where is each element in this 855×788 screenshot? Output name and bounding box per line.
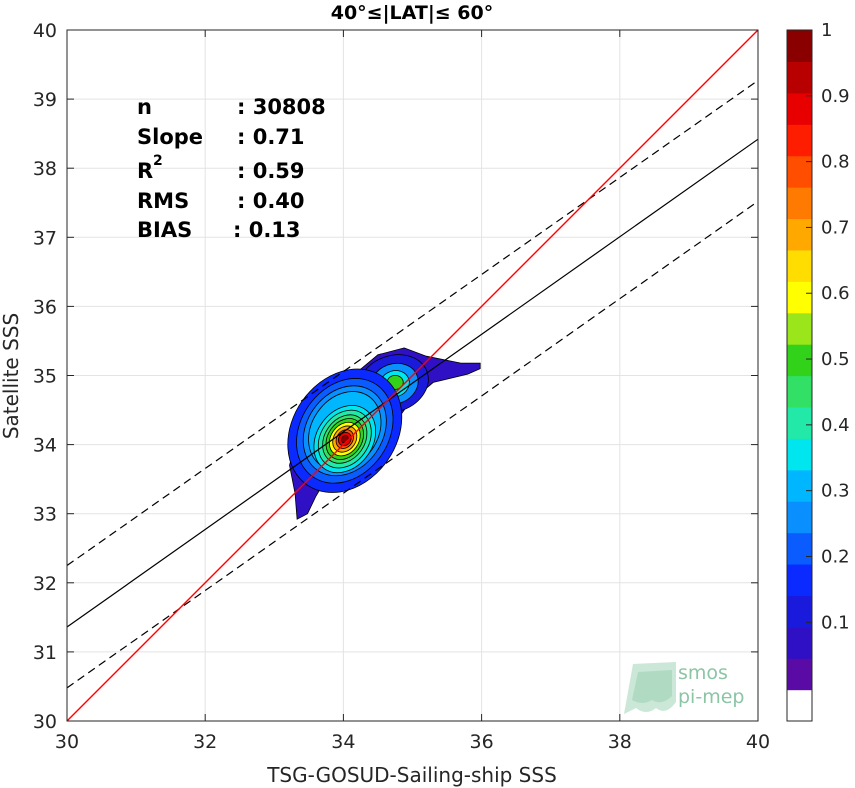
- colorbar-tick-label: 0.9: [821, 86, 850, 107]
- stat-value-bias: : 0.13: [233, 218, 301, 242]
- colorbar-ticks: 0.1 0.2 0.3 0.4 0.5 0.6 0.7 0.8 0.9 1: [806, 20, 850, 633]
- density-contours: [287, 347, 481, 520]
- colorbar-tick-label: 0.7: [821, 217, 850, 238]
- regression-lines: [67, 30, 758, 721]
- x-tick-label: 40: [746, 731, 770, 753]
- chart-title: 40°≤|LAT|≤ 60°: [331, 2, 494, 24]
- stat-label-bias: BIAS: [137, 218, 192, 242]
- logo-text-pimep: pi-mep: [678, 686, 744, 708]
- colorbar-swatch: [787, 406, 812, 439]
- colorbar-swatch: [787, 532, 812, 565]
- y-tick-label: 32: [33, 573, 57, 595]
- stat-label-n: n: [137, 95, 152, 119]
- y-tick-label: 40: [33, 20, 57, 42]
- colorbar-tick-label: 0.8: [821, 152, 850, 173]
- colorbar-swatch: [787, 312, 812, 345]
- stats-block: n : 30808 Slope : 0.71 R 2 : 0.59 RMS : …: [137, 95, 326, 242]
- fit-line: [67, 138, 758, 628]
- x-tick-label: 34: [331, 731, 355, 753]
- colorbar-swatch: [787, 438, 812, 471]
- stat-label-r2: R: [137, 159, 153, 183]
- identity-line: [67, 30, 758, 721]
- colorbar-tick-label: 1: [821, 20, 832, 41]
- x-axis-ticks: 30 32 34 36 38 40: [55, 30, 770, 753]
- colorbar-tick-label: 0.4: [821, 415, 850, 436]
- colorbar-swatch: [787, 61, 812, 94]
- y-axis-label: Satellite SSS: [0, 313, 23, 439]
- colorbar-tick-label: 0.2: [821, 546, 850, 567]
- stat-value-n: : 30808: [237, 95, 326, 119]
- colorbar-swatch: [787, 30, 812, 63]
- y-tick-label: 34: [33, 435, 57, 457]
- colorbar-swatch: [787, 281, 812, 314]
- colorbar-swatch: [787, 344, 812, 377]
- y-tick-label: 38: [33, 158, 57, 180]
- stat-value-rms: : 0.40: [237, 189, 305, 213]
- stat-label-r2-sup: 2: [153, 153, 163, 169]
- colorbar-swatch: [787, 658, 812, 691]
- y-tick-label: 35: [33, 366, 57, 388]
- y-tick-label: 30: [33, 711, 57, 733]
- colorbar-swatch: [787, 249, 812, 282]
- colorbar-swatch: [787, 501, 812, 534]
- x-tick-label: 30: [55, 731, 79, 753]
- colorbar-tick-label: 0.6: [821, 283, 850, 304]
- colorbar-swatch: [787, 92, 812, 125]
- colorbar-swatch: [787, 218, 812, 251]
- colorbar-swatch: [787, 563, 812, 596]
- colorbar-frame: [786, 29, 813, 722]
- logo-wave-icon-2: [632, 670, 672, 703]
- stat-value-slope: : 0.71: [237, 125, 305, 149]
- stat-value-r2: : 0.59: [237, 159, 305, 183]
- x-tick-label: 36: [470, 731, 494, 753]
- colorbar-swatch: [787, 626, 812, 659]
- y-tick-label: 37: [33, 227, 57, 249]
- fit-lower-dashed-line: [67, 200, 758, 689]
- y-tick-label: 33: [33, 504, 57, 526]
- stat-label-rms: RMS: [137, 189, 189, 213]
- colorbar-swatch: [787, 375, 812, 408]
- fit-upper-dashed-line: [67, 79, 758, 567]
- y-tick-label: 36: [33, 296, 57, 318]
- colorbar-swatch: [787, 124, 812, 157]
- y-axis-ticks: 30 31 32 33 34 35 36 37 38 39 40: [33, 20, 758, 733]
- smos-pimep-logo: smos pi-mep: [624, 662, 744, 714]
- y-tick-label: 31: [33, 642, 57, 664]
- colorbar-swatch: [787, 689, 812, 722]
- stat-label-slope: Slope: [137, 125, 203, 149]
- colorbar-swatch: [787, 469, 812, 502]
- colorbar-tick-label: 0.1: [821, 612, 850, 633]
- x-axis-label: TSG-GOSUD-Sailing-ship SSS: [266, 763, 557, 787]
- x-tick-label: 32: [193, 731, 217, 753]
- colorbar-swatch: [787, 187, 812, 220]
- x-tick-label: 38: [608, 731, 632, 753]
- logo-text-smos: smos: [678, 662, 728, 684]
- colorbar-swatch: [787, 155, 812, 188]
- colorbar: [787, 30, 812, 722]
- colorbar-tick-label: 0.3: [821, 481, 850, 502]
- colorbar-tick-label: 0.5: [821, 349, 850, 370]
- y-tick-label: 39: [33, 89, 57, 111]
